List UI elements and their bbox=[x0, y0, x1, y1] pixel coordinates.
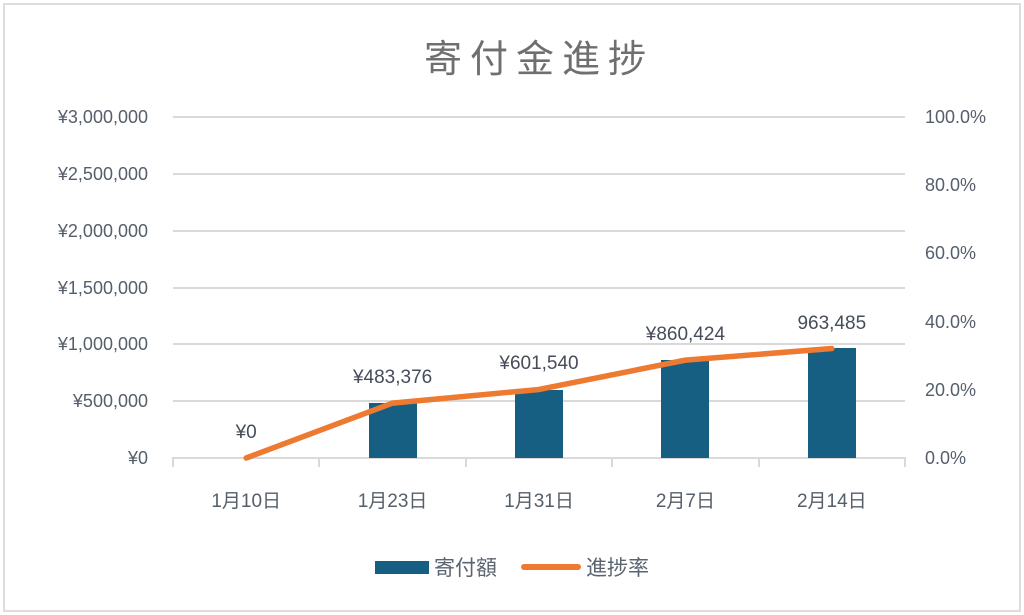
donation-bar bbox=[661, 360, 710, 458]
y-axis-tick-label-left: ¥2,500,000 bbox=[57, 163, 148, 184]
y-axis-tick-label-right: 20.0% bbox=[925, 379, 977, 400]
y-axis-tick-label-left: ¥1,500,000 bbox=[57, 277, 148, 298]
data-label: ¥0 bbox=[235, 422, 257, 443]
x-axis-tick bbox=[757, 459, 760, 467]
x-axis-category-label: 1月31日 bbox=[504, 491, 574, 512]
x-axis-category-label: 2月14日 bbox=[796, 491, 867, 512]
gridline bbox=[173, 286, 905, 289]
y-axis-tick-label-left: ¥0 bbox=[127, 448, 148, 468]
legend-label-progress: 進捗率 bbox=[586, 557, 649, 580]
chart-border bbox=[3, 3, 1021, 612]
y-axis-tick-label-left: ¥2,000,000 bbox=[57, 220, 148, 241]
donation-bar bbox=[515, 389, 563, 458]
y-axis-tick-label-right: 60.0% bbox=[925, 243, 977, 264]
data-label: ¥483,376 bbox=[352, 367, 433, 389]
legend-label-donation: 寄付額 bbox=[434, 557, 497, 580]
x-axis-category-label: 2月7日 bbox=[655, 491, 715, 512]
data-label: ¥860,424 bbox=[645, 324, 726, 346]
x-axis-category-label: 1月23日 bbox=[357, 491, 428, 512]
chart-title: 寄付金進捗 bbox=[423, 39, 654, 81]
y-axis-tick-label-right: 100.0% bbox=[925, 107, 987, 127]
y-axis-tick-label-right: 80.0% bbox=[925, 175, 977, 196]
legend-item-progress: 進捗率 bbox=[521, 552, 649, 582]
gridline bbox=[173, 172, 905, 175]
x-axis-tick bbox=[611, 459, 614, 467]
bar-series-swatch bbox=[375, 560, 429, 574]
donation-bar bbox=[807, 348, 856, 458]
gridline bbox=[173, 229, 905, 232]
gridline bbox=[173, 116, 905, 118]
donation-bar bbox=[368, 403, 417, 458]
x-axis-tick bbox=[318, 459, 321, 467]
y-axis-tick-label-left: ¥1,000,000 bbox=[57, 334, 148, 355]
legend-item-donation: 寄付額 bbox=[375, 552, 497, 582]
y-axis-tick-label-right: 40.0% bbox=[925, 311, 977, 332]
data-label: ¥601,540 bbox=[499, 353, 579, 375]
y-axis-tick-label-right: 0.0% bbox=[925, 448, 967, 468]
line-series-swatch bbox=[521, 564, 581, 570]
x-axis-tick bbox=[904, 459, 906, 467]
gridline bbox=[173, 343, 905, 346]
y-axis-tick-label-left: ¥500,000 bbox=[72, 391, 148, 412]
x-axis-tick bbox=[464, 459, 467, 467]
x-axis-tick bbox=[172, 459, 174, 467]
data-label: 963,485 bbox=[797, 312, 867, 334]
y-axis-tick-label-left: ¥3,000,000 bbox=[57, 107, 148, 127]
legend: 寄付額 進捗率 bbox=[0, 551, 1024, 583]
x-axis-category-label: 1月10日 bbox=[211, 491, 282, 512]
